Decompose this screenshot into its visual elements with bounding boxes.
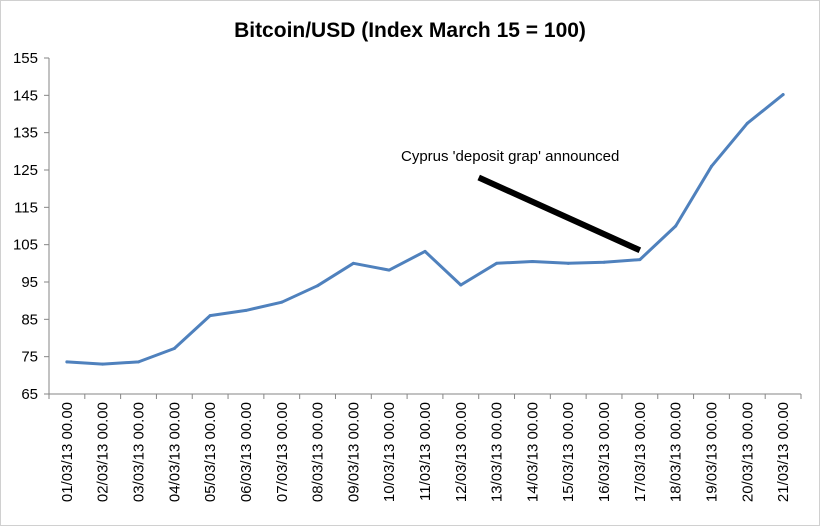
data-point	[351, 261, 355, 265]
x-tick-label: 21/03/13 00.00	[775, 402, 792, 502]
annotation-arrow	[477, 174, 642, 254]
data-point	[101, 362, 105, 366]
data-point	[280, 300, 284, 304]
data-point	[244, 308, 248, 312]
data-point	[65, 360, 69, 364]
y-tick-label: 95	[21, 274, 38, 291]
annotation-layer: Cyprus 'deposit grap' announced	[401, 148, 642, 254]
x-tick-label: 06/03/13 00.00	[238, 402, 255, 502]
x-axis: 01/03/13 00.00 02/03/13 00.00 03/03/13 00.…	[48, 393, 802, 502]
x-tick-label: 15/03/13 00.00	[560, 402, 577, 502]
chart-title: Bitcoin/USD (Index March 15 = 100)	[234, 19, 586, 42]
series-layer	[65, 93, 785, 366]
x-tick-label: 19/03/13 00.00	[703, 402, 720, 502]
data-point	[495, 261, 499, 265]
data-point	[208, 314, 212, 318]
series-line	[65, 93, 785, 366]
data-point	[387, 268, 391, 272]
y-tick-label: 155	[13, 50, 38, 67]
data-point	[745, 121, 749, 125]
x-tick-label: 05/03/13 00.00	[202, 402, 219, 502]
x-tick-label: 09/03/13 00.00	[345, 402, 362, 502]
data-point	[566, 261, 570, 265]
x-tick-label: 11/03/13 00.00	[417, 402, 434, 501]
y-tick-label: 145	[13, 87, 38, 104]
y-axis: 65 75 85 95 105 115 125 135 145 155	[13, 50, 50, 403]
y-tick-label: 125	[13, 162, 38, 179]
x-tick-label: 02/03/13 00.00	[95, 402, 112, 502]
data-point	[781, 93, 785, 97]
y-tick-label: 115	[14, 199, 38, 216]
x-tick-label: 03/03/13 00.00	[131, 402, 148, 502]
data-point	[530, 259, 534, 263]
y-tick-label: 105	[13, 237, 38, 254]
data-point	[459, 283, 463, 287]
data-point	[172, 346, 176, 350]
y-tick-label: 65	[21, 386, 38, 403]
annotation-text: Cyprus 'deposit grap' announced	[401, 148, 619, 165]
x-tick-label: 07/03/13 00.00	[274, 402, 291, 502]
x-tick-label: 08/03/13 00.00	[310, 402, 327, 502]
y-tick-label: 135	[13, 125, 38, 142]
x-tick-label: 10/03/13 00.00	[381, 402, 398, 502]
data-point	[602, 260, 606, 264]
data-point	[674, 224, 678, 228]
y-tick-label: 85	[21, 311, 38, 328]
data-point	[423, 249, 427, 253]
x-tick-label: 04/03/13 00.00	[166, 402, 183, 502]
data-point	[137, 360, 141, 364]
x-tick-label: 14/03/13 00.00	[524, 402, 541, 502]
y-tick-label: 75	[21, 349, 38, 366]
x-tick-label: 12/03/13 00.00	[453, 402, 470, 502]
x-tick-label: 18/03/13 00.00	[668, 402, 685, 502]
x-tick-label: 01/03/13 00.00	[59, 402, 76, 502]
x-tick-label: 16/03/13 00.00	[596, 402, 613, 502]
x-tick-label: 20/03/13 00.00	[739, 402, 756, 502]
data-point	[638, 258, 642, 262]
data-point	[316, 284, 320, 288]
x-tick-label: 13/03/13 00.00	[489, 402, 506, 502]
data-point	[709, 164, 713, 168]
x-tick-label: 17/03/13 00.00	[632, 402, 649, 502]
